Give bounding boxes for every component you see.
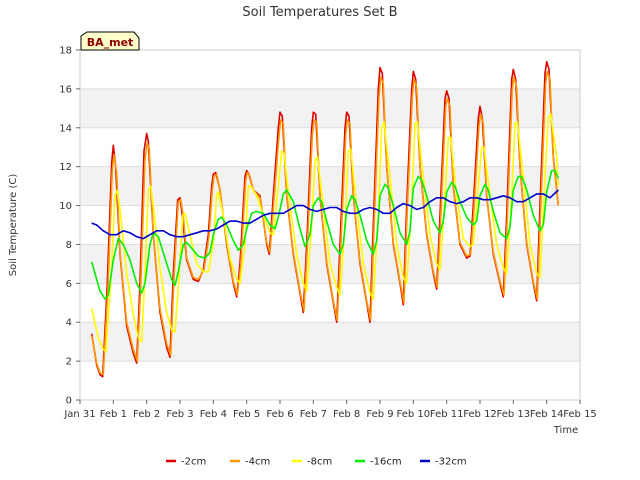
series-line-8cm (90, 113, 560, 353)
y-tick-label: 10 (59, 201, 72, 212)
x-tick-label: Feb 1 (100, 409, 127, 420)
annotation-badge-box (80, 31, 140, 51)
y-tick-label: 2 (66, 357, 72, 368)
x-tick-label: Feb 15 (563, 409, 597, 420)
plot-area (79, 49, 581, 401)
annotation-badge: BA_met (80, 31, 140, 51)
y-axis-title: Soil Temperature (C) (8, 174, 19, 277)
y-tick-label: 4 (66, 318, 72, 329)
y-tick-label: 16 (59, 84, 72, 95)
plot-band (80, 88, 580, 128)
x-tick-label: Feb 2 (133, 409, 160, 420)
x-tick-label: Feb 13 (497, 409, 531, 420)
chart-title: Soil Temperatures Set B (242, 5, 397, 20)
series-line-4cm (90, 70, 560, 376)
x-tick-label: Feb 7 (300, 409, 327, 420)
x-tick-label: Feb 6 (266, 409, 293, 420)
annotation-badge-text: BA_met (87, 36, 134, 49)
legend-label: -8cm (307, 457, 332, 468)
y-tick-label: 12 (59, 162, 72, 173)
x-tick-label: Feb 12 (463, 409, 497, 420)
x-tick-label: Feb 5 (233, 409, 260, 420)
y-tick-label: 6 (66, 279, 72, 290)
x-tick-label: Feb 8 (333, 409, 360, 420)
x-tick-label: Feb 9 (366, 409, 393, 420)
x-axis-title: Time (553, 425, 578, 436)
series-line-16cm (90, 169, 560, 300)
y-tick-label: 14 (59, 123, 72, 134)
x-tick-label: Feb 3 (166, 409, 193, 420)
x-tick-label: Jan 31 (63, 409, 95, 420)
x-axis: Jan 31 Feb 1 Feb 2 Feb 3 Feb 4 Feb 5 Feb 6 Feb … (63, 400, 597, 420)
x-tick-label: Feb 4 (200, 409, 227, 420)
y-tick-label: 8 (66, 240, 72, 251)
y-tick-label: 0 (66, 396, 72, 407)
legend-label: -4cm (245, 457, 270, 468)
x-tick-label: Feb 10 (397, 409, 431, 420)
series-line-32cm (91, 189, 559, 240)
plot-band (80, 322, 580, 362)
x-tick-label: Feb 14 (530, 409, 564, 420)
legend-label: -2cm (181, 457, 206, 468)
legend-label: -32cm (435, 457, 467, 468)
legend: -2cm -4cm -8cm -16cm -32cm (166, 457, 467, 468)
y-tick-label: 18 (59, 46, 72, 57)
legend-label: -16cm (370, 457, 402, 468)
x-tick-label: Feb 11 (430, 409, 464, 420)
y-axis: 0 2 4 6 8 10 12 14 16 18 (59, 46, 80, 407)
plot-band (80, 166, 580, 206)
series-lines (90, 60, 560, 378)
